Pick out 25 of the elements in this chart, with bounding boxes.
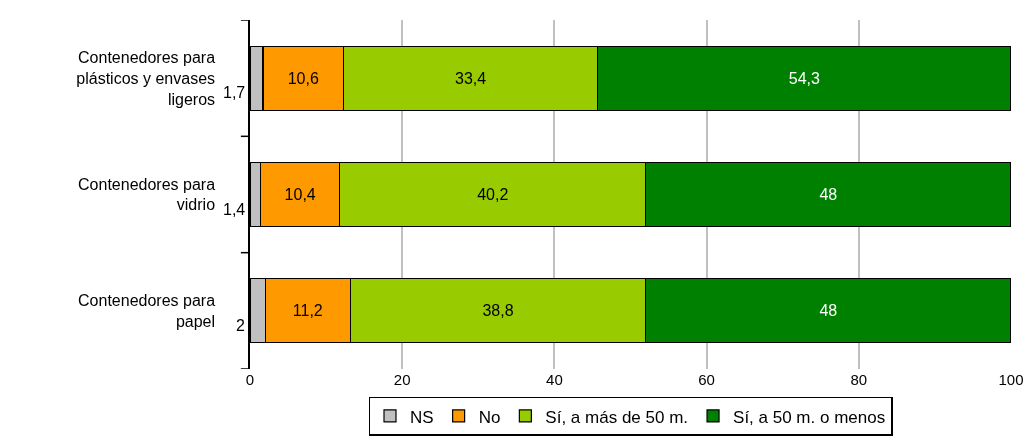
y-tick-label: Contenedores para papel [78,292,216,330]
data-label: 33,4 [455,69,487,87]
data-label: 48 [819,302,838,320]
x-tick-label: 60 [698,371,715,388]
x-tick-label: 20 [393,371,411,388]
x-tick-label: 80 [850,371,868,388]
data-label: 11,2 [292,302,323,320]
data-label: 2 [236,317,245,334]
y-tick-label: Contenedores para plásticos y envases ligeros [76,48,216,108]
x-tick-label: 0 [245,371,255,388]
data-label: 10,6 [287,69,319,87]
data-label: 54,3 [788,69,821,87]
data-label: 38,8 [482,302,514,320]
data-label: 1,7 [223,84,246,101]
data-label: 1,4 [223,201,246,218]
legend-label: No [478,407,501,427]
x-tick-label: 40 [546,371,563,388]
legend-label: NS [410,407,434,427]
data-label: 10,4 [284,186,316,203]
data-label: 40,2 [477,186,509,203]
legend-label: Sí, a más de 50 m. [545,407,689,427]
x-tick-label: 100 [998,371,1024,388]
legend-label: Sí, a 50 m. o menos [733,407,886,427]
y-tick-label: Contenedores para vidrio [78,175,216,214]
data-label: 48 [819,186,838,203]
